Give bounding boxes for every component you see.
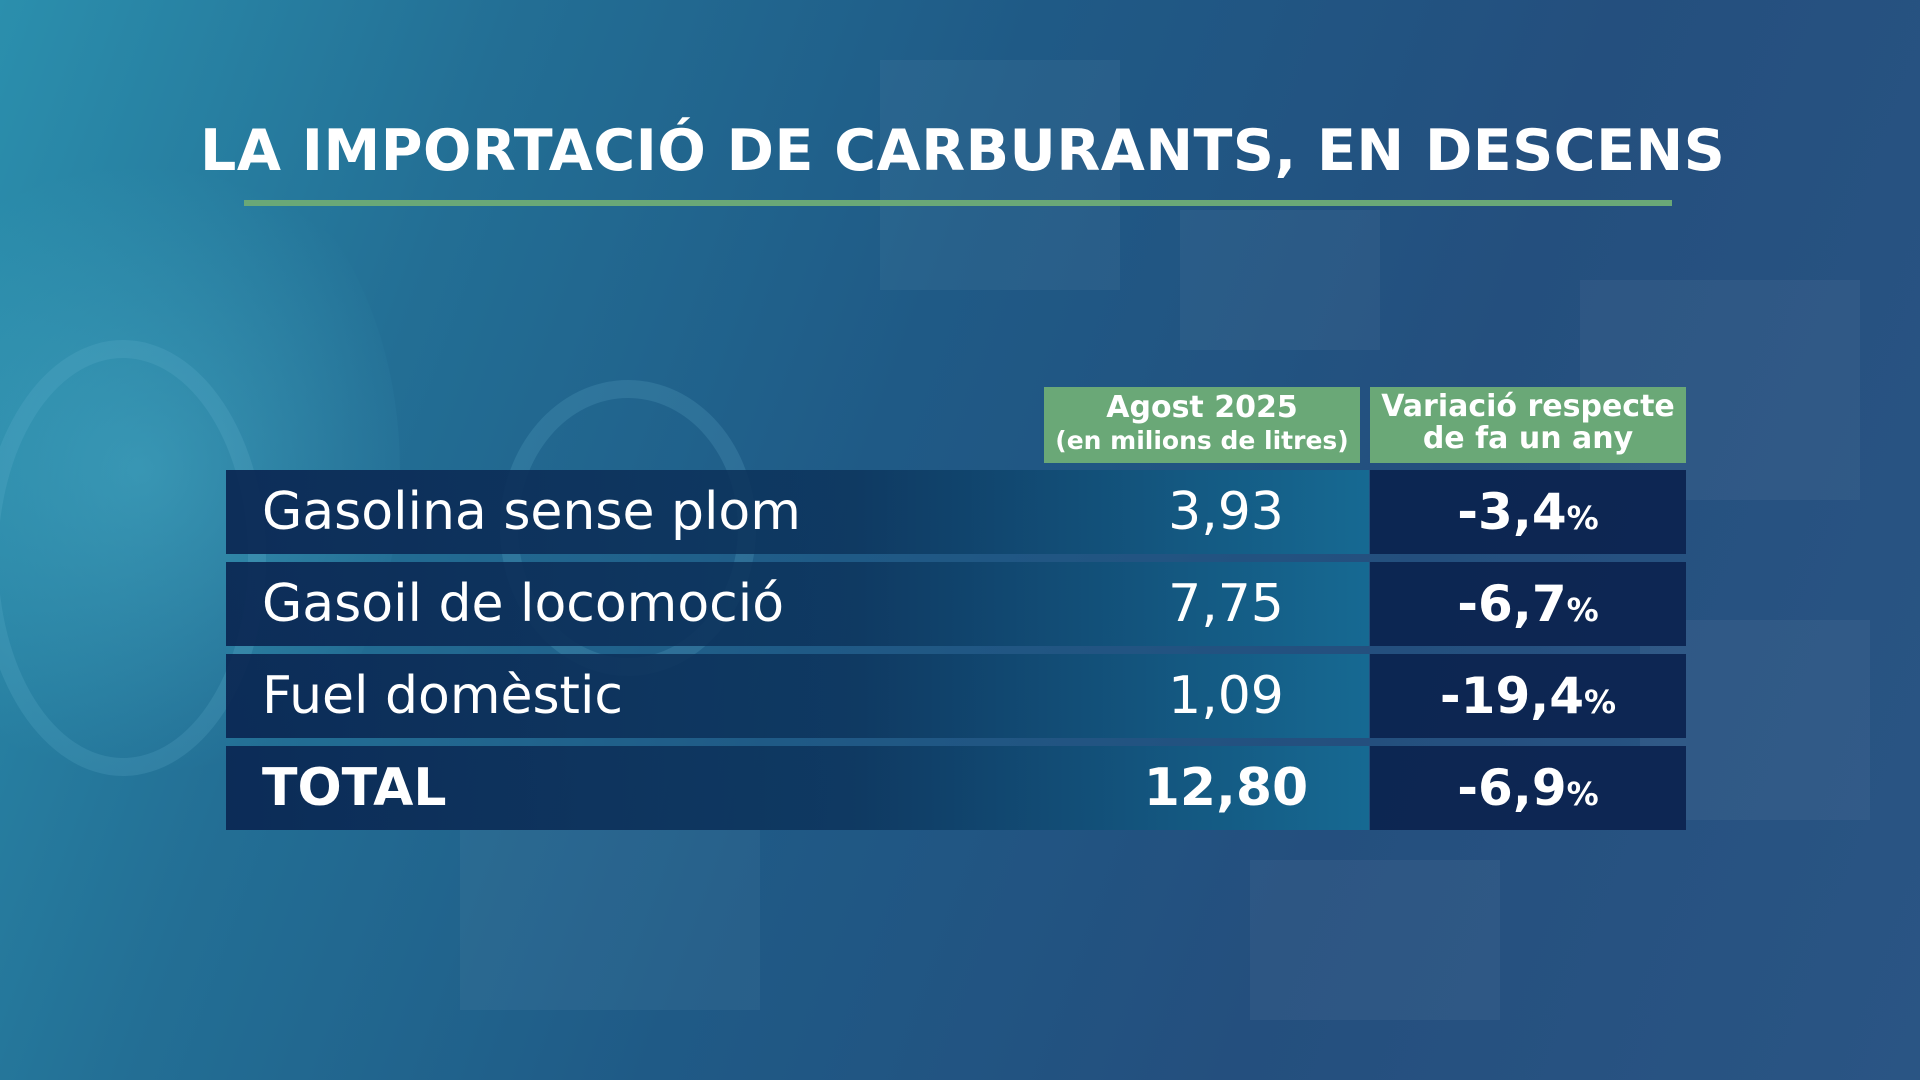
row-variation-number: -3,4 bbox=[1457, 483, 1567, 541]
row-variation: -19,4% bbox=[1370, 654, 1686, 744]
column-header-value-line2: (en milions de litres) bbox=[1055, 426, 1349, 455]
column-header-variation-line2: de fa un any bbox=[1422, 421, 1634, 456]
row-variation-unit: % bbox=[1566, 499, 1599, 537]
column-header-value-line1: Agost 2025 bbox=[1106, 390, 1298, 425]
table-row: TOTAL 12,80 -6,9% bbox=[226, 746, 1686, 830]
row-value: 1,09 bbox=[1168, 666, 1284, 726]
row-label: Fuel domèstic bbox=[262, 666, 623, 726]
row-variation-number: -6,9 bbox=[1457, 759, 1567, 817]
row-variation: -6,9% bbox=[1370, 746, 1686, 836]
row-variation-background bbox=[1370, 562, 1686, 646]
row-label: Gasolina sense plom bbox=[262, 482, 801, 542]
row-background bbox=[226, 746, 1369, 830]
row-variation-unit: % bbox=[1566, 775, 1599, 813]
row-value: 7,75 bbox=[1168, 574, 1284, 634]
row-label: TOTAL bbox=[262, 758, 447, 818]
row-background bbox=[226, 470, 1369, 554]
row-variation: -6,7% bbox=[1370, 562, 1686, 652]
row-variation-background bbox=[1370, 746, 1686, 830]
column-header-variation-line1: Variació respecte bbox=[1381, 389, 1675, 424]
column-header-variation: Variació respecte de fa un any bbox=[1370, 387, 1686, 463]
title-underline bbox=[244, 200, 1672, 206]
table-row: Gasolina sense plom 3,93 -3,4% bbox=[226, 470, 1686, 554]
row-background bbox=[226, 654, 1369, 738]
row-variation-unit: % bbox=[1584, 683, 1617, 721]
row-value: 3,93 bbox=[1168, 482, 1284, 542]
row-variation-number: -6,7 bbox=[1457, 575, 1567, 633]
row-variation-background bbox=[1370, 470, 1686, 554]
table-row: Gasoil de locomoció 7,75 -6,7% bbox=[226, 562, 1686, 646]
row-label: Gasoil de locomoció bbox=[262, 574, 785, 634]
row-variation: -3,4% bbox=[1370, 470, 1686, 560]
row-value: 12,80 bbox=[1143, 758, 1309, 818]
chart-title: LA IMPORTACIÓ DE CARBURANTS, EN DESCENS bbox=[200, 118, 1726, 184]
table-row: Fuel domèstic 1,09 -19,4% bbox=[226, 654, 1686, 738]
row-variation-unit: % bbox=[1566, 591, 1599, 629]
row-variation-number: -19,4 bbox=[1439, 667, 1585, 725]
row-variation-background bbox=[1370, 654, 1686, 738]
row-background bbox=[226, 562, 1369, 646]
column-header-value: Agost 2025 (en milions de litres) bbox=[1044, 387, 1360, 463]
